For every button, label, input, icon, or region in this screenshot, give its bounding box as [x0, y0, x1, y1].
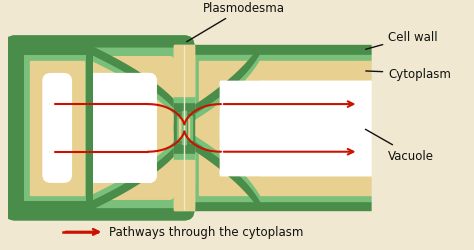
Bar: [182, 112, 186, 145]
Bar: [174, 145, 194, 210]
Polygon shape: [91, 130, 184, 202]
Text: Pathways through the cytoplasm: Pathways through the cytoplasm: [109, 226, 303, 238]
Polygon shape: [184, 46, 260, 121]
Bar: [174, 112, 194, 145]
Bar: [174, 112, 194, 145]
Polygon shape: [184, 120, 260, 196]
Text: Vacuole: Vacuole: [365, 130, 434, 162]
Polygon shape: [184, 124, 260, 196]
Bar: [174, 103, 194, 112]
Bar: [174, 46, 194, 112]
FancyBboxPatch shape: [5, 36, 194, 220]
Polygon shape: [91, 130, 184, 202]
Text: Cell wall: Cell wall: [365, 31, 438, 50]
Polygon shape: [91, 61, 184, 137]
Bar: [177, 116, 191, 141]
Polygon shape: [184, 61, 260, 133]
Polygon shape: [184, 46, 260, 121]
FancyBboxPatch shape: [42, 74, 157, 183]
Text: Cytoplasm: Cytoplasm: [366, 68, 451, 80]
Polygon shape: [184, 56, 260, 127]
Bar: [182, 112, 187, 145]
FancyBboxPatch shape: [25, 57, 174, 200]
Bar: [174, 56, 194, 97]
Polygon shape: [91, 136, 184, 210]
Bar: [177, 116, 191, 141]
FancyBboxPatch shape: [25, 57, 174, 200]
FancyBboxPatch shape: [42, 74, 157, 183]
Bar: [180, 119, 189, 138]
Bar: [200, 61, 433, 196]
Bar: [184, 46, 418, 210]
Polygon shape: [91, 120, 184, 196]
FancyBboxPatch shape: [42, 74, 157, 183]
Bar: [174, 160, 194, 186]
Bar: [182, 112, 187, 145]
Bar: [193, 56, 427, 202]
Polygon shape: [184, 61, 260, 137]
FancyBboxPatch shape: [42, 74, 72, 183]
FancyBboxPatch shape: [17, 48, 182, 208]
Bar: [372, 0, 474, 249]
Bar: [220, 82, 454, 175]
Polygon shape: [91, 56, 184, 127]
Bar: [182, 112, 186, 145]
Polygon shape: [91, 61, 184, 133]
Polygon shape: [91, 46, 184, 121]
Polygon shape: [91, 56, 184, 127]
FancyBboxPatch shape: [24, 56, 86, 202]
Bar: [174, 145, 194, 210]
Bar: [220, 82, 408, 175]
Bar: [179, 119, 189, 138]
Polygon shape: [184, 136, 260, 210]
Bar: [372, 0, 474, 249]
FancyBboxPatch shape: [15, 46, 93, 210]
FancyBboxPatch shape: [5, 36, 194, 220]
Polygon shape: [184, 130, 260, 202]
Polygon shape: [91, 124, 184, 196]
Bar: [174, 97, 194, 103]
Polygon shape: [91, 136, 184, 210]
Polygon shape: [184, 56, 260, 127]
Polygon shape: [184, 130, 260, 202]
Bar: [174, 145, 194, 154]
Bar: [30, 61, 84, 196]
Polygon shape: [91, 46, 184, 121]
Bar: [174, 46, 194, 112]
Polygon shape: [184, 136, 260, 210]
Text: Plasmodesma: Plasmodesma: [187, 2, 285, 42]
FancyBboxPatch shape: [17, 48, 182, 208]
Bar: [174, 154, 194, 160]
Bar: [220, 82, 454, 175]
FancyBboxPatch shape: [42, 74, 157, 183]
